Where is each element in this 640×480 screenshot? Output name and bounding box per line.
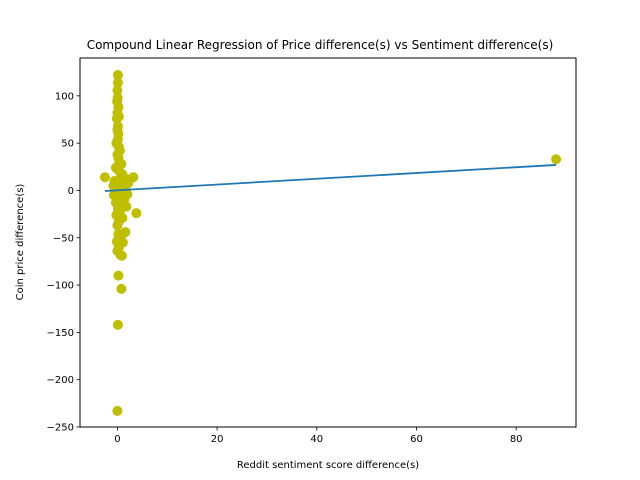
- scatter-point: [116, 250, 127, 261]
- x-axis-label: Reddit sentiment score difference(s): [237, 460, 419, 471]
- chart-title: Compound Linear Regression of Price diff…: [87, 38, 554, 52]
- scatter-point: [112, 405, 123, 416]
- x-axis-ticks: 0 20 40 60 80: [114, 427, 523, 445]
- scatter-point: [99, 172, 110, 183]
- y-axis-ticks: −250 −200 −150 −100 −50 0 50 100: [47, 91, 80, 434]
- scatter-point: [131, 208, 142, 219]
- x-tick-label: 60: [410, 434, 423, 445]
- x-tick-label: 40: [310, 434, 323, 445]
- scatter-point: [113, 270, 124, 281]
- y-tick-label: −200: [47, 375, 74, 386]
- axes-frame: [79, 57, 577, 428]
- x-tick-label: 80: [510, 434, 523, 445]
- y-axis-label: Coin price difference(s): [15, 184, 26, 301]
- y-tick-label: −250: [47, 423, 74, 434]
- x-tick-label: 20: [211, 434, 224, 445]
- x-tick-label: 0: [114, 434, 120, 445]
- data-layer: [99, 70, 562, 416]
- y-tick-label: −100: [47, 281, 74, 292]
- y-tick-label: 100: [55, 91, 74, 102]
- regression-line: [104, 164, 557, 192]
- y-tick-label: −50: [53, 233, 74, 244]
- y-tick-label: 50: [61, 139, 74, 150]
- plot-area: [79, 57, 577, 428]
- scatter-point: [112, 220, 123, 231]
- y-tick-label: 0: [68, 186, 74, 197]
- y-tick-label: −150: [47, 328, 74, 339]
- scatter-point: [112, 319, 123, 330]
- scatter-point: [116, 283, 127, 294]
- scatter-point: [551, 154, 562, 165]
